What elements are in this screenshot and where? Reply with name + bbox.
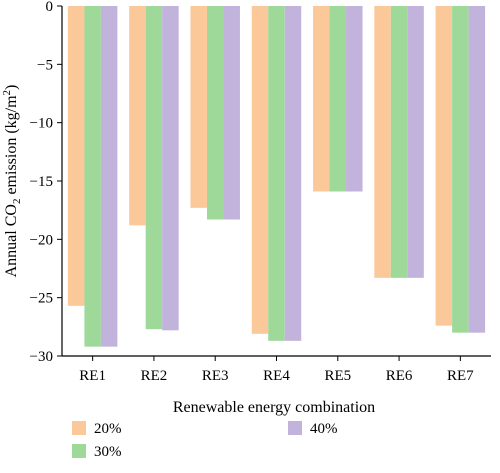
x-tick-label-re7: RE7 [447,368,474,384]
bar-re1-series-1 [67,6,85,306]
legend-swatch [288,421,302,435]
legend-item-2: 30% [72,444,122,460]
bar-re6-series-3 [407,6,424,278]
bar-re1-series-2 [84,6,101,347]
bar-re6-series-1 [374,6,391,278]
legend-item-1: 20% [72,421,122,437]
bar-re3-series-1 [190,6,207,208]
bar-re7-series-3 [468,6,486,333]
bars [67,6,486,347]
bar-re2-series-3 [162,6,179,331]
x-tick-label-re3: RE3 [202,368,229,384]
y-axis-title: Annual CO2 emission (kg/m2) [1,85,23,278]
bar-re5-series-3 [346,6,363,192]
legend-swatch [72,421,86,435]
bar-re3-series-2 [206,6,224,220]
legend-label: 40% [310,421,338,437]
bar-re4-series-1 [251,6,269,334]
y-tick-label: −5 [37,57,53,73]
y-ticks: 0 −5 −10 −15 −20 −25 −30 [30,0,62,365]
bar-re2-series-1 [129,6,146,226]
bar-re5-series-2 [329,6,347,192]
x-tick-label-re1: RE1 [79,368,106,384]
bar-re6-series-2 [390,6,408,278]
legend-label: 20% [94,421,122,437]
x-tick-label-re2: RE2 [141,368,168,384]
y-tick-label: 0 [46,0,54,15]
x-ticks: RE1 RE2 RE3 RE4 RE5 RE6 RE7 [79,356,474,384]
legend-item-3: 40% [288,421,338,437]
bar-re7-series-1 [435,6,453,326]
x-tick-label-re6: RE6 [386,368,413,384]
y-tick-label: −15 [30,174,53,190]
y-tick-label: −25 [30,291,53,307]
legend-swatch [72,444,86,458]
y-tick-label: −30 [30,349,53,365]
legend-label: 30% [94,444,122,460]
bar-re5-series-1 [313,6,330,192]
legend: 20% 30% 40% [72,421,338,460]
x-axis-title: Renewable energy combination [173,399,375,416]
y-tick-label: −20 [30,232,53,248]
bar-re4-series-3 [284,6,302,341]
bar-re7-series-2 [452,6,469,333]
bar-re1-series-3 [100,6,118,347]
x-tick-label-re5: RE5 [324,368,351,384]
bar-re4-series-2 [268,6,285,341]
bar-re2-series-2 [145,6,163,330]
y-tick-label: −10 [30,116,53,132]
bar-re3-series-3 [223,6,240,220]
x-tick-label-re4: RE4 [263,368,290,384]
